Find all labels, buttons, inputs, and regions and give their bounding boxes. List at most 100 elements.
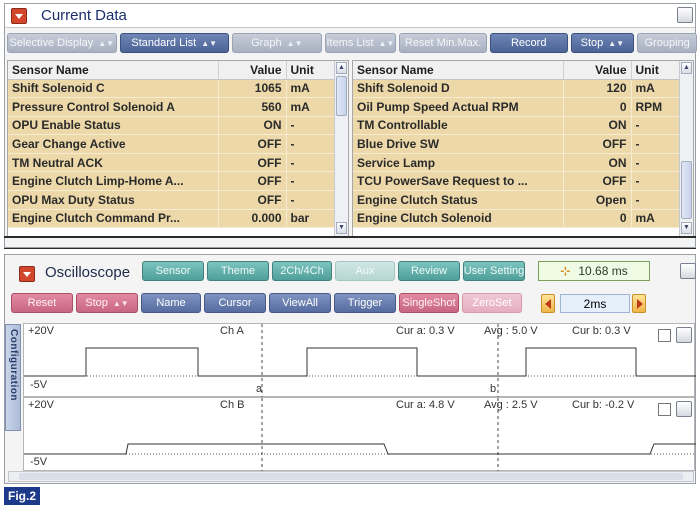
collapse-icon[interactable] [19,266,35,282]
sensor-unit-cell: - [631,116,680,136]
oscilloscope-toolbar-bottom: Reset Stop ▲▼ Name Cursor ViewAll Trigger… [11,293,522,313]
channel-b-trace [24,443,696,455]
sensor-name-cell: Engine Clutch Status [353,190,564,210]
scroll-up-icon[interactable]: ▲ [336,62,347,74]
table-row[interactable]: Gear Change Active OFF - [8,134,335,154]
left-table-scrollbar[interactable]: ▲ ▼ [334,61,348,236]
channel-a-top-label: +20V [28,325,54,337]
right-table-scrollbar[interactable]: ▲ ▼ [679,61,693,236]
sensor-value-cell: OFF [563,171,632,192]
sensor-unit-cell: - [286,171,335,192]
scroll-down-icon[interactable]: ▼ [336,222,347,234]
scroll-down-icon[interactable]: ▼ [681,222,692,234]
reset-min-max-button[interactable]: Reset Min.Max. [399,33,487,53]
standard-list-button[interactable]: Standard List ▲▼ [119,33,229,53]
channel-a-expand-icon[interactable] [676,327,692,343]
sensor-name-cell: TCU PowerSave Request to ... [353,171,564,192]
sensor-unit-cell: - [286,153,335,173]
collapse-icon[interactable] [11,7,27,24]
sensor-name-cell: Shift Solenoid C [8,79,219,99]
graph-label: Graph [251,37,282,49]
theme-button[interactable]: Theme [207,261,269,281]
time-decrease-icon[interactable] [541,294,555,313]
single-shot-button[interactable]: SingleShot [399,293,459,313]
name-button[interactable]: Name [141,293,201,313]
sensor-name-cell: OPU Enable Status [8,116,219,136]
sensor-name-header[interactable]: Sensor Name [353,61,564,80]
table-header-row: Sensor Name Value Unit [8,61,335,80]
stop-button[interactable]: Stop ▲▼ [570,33,635,53]
channel-a-trace [24,347,696,377]
view-all-button[interactable]: ViewAll [269,293,331,313]
table-row[interactable]: TM Controllable ON - [353,116,680,136]
sensor-name-header[interactable]: Sensor Name [8,61,219,80]
table-row[interactable]: Engine Clutch Status Open - [353,190,680,210]
sensor-value-cell: Open [563,190,632,210]
channel-b-checkbox[interactable] [658,403,671,416]
items-list-button[interactable]: Items List ▲▼ [324,33,397,53]
table-row[interactable]: Service Lamp ON - [353,153,680,173]
unit-header[interactable]: Unit [286,61,335,80]
configuration-tab[interactable]: Configuration [5,324,21,431]
window-restore-icon[interactable] [680,263,696,279]
cursor-button[interactable]: Cursor [204,293,266,313]
table-row[interactable]: Pressure Control Solenoid A 560 mA [8,97,335,117]
table-row[interactable]: Engine Clutch Command Pr... 0.000 bar [8,209,335,229]
unit-header[interactable]: Unit [631,61,680,80]
sensor-value-cell: 0 [563,97,632,117]
sensor-value-cell: ON [218,116,287,136]
table-row[interactable]: Engine Clutch Limp-Home A... OFF - [8,171,335,192]
record-button[interactable]: Record [489,33,568,53]
value-header[interactable]: Value [563,61,632,80]
table-row[interactable]: OPU Enable Status ON - [8,116,335,136]
selective-display-label: Selective Display [9,37,94,49]
sensor-value-cell: OFF [218,190,287,210]
table-row[interactable]: TM Neutral ACK OFF - [8,153,335,173]
channel-b-bottom-label: -5V [30,456,48,468]
review-button[interactable]: Review [398,261,460,281]
reset-button[interactable]: Reset [11,293,73,313]
scroll-up-icon[interactable]: ▲ [681,62,692,74]
standard-list-label: Standard List [131,37,197,49]
channel-b-expand-icon[interactable] [676,401,692,417]
channel-a-cur-b: Cur b: 0.3 V [572,325,631,337]
scroll-thumb[interactable] [336,76,347,116]
sensor-unit-cell: mA [286,79,335,99]
window-restore-icon[interactable] [677,7,693,23]
oscilloscope-scrollbar[interactable] [8,471,694,482]
table-row[interactable]: Shift Solenoid C 1065 mA [8,79,335,99]
chevron-updown-icon: ▲▼ [286,38,303,48]
scroll-thumb[interactable] [681,161,692,219]
channel-a-plot[interactable]: +20V -5V Ch A Cur a: 0.3 V Avg : 5.0 V C… [23,323,696,398]
channel-mode-button[interactable]: 2Ch/4Ch [272,261,332,281]
sensor-value-cell: OFF [218,134,287,154]
aux-button[interactable]: Aux [335,261,395,281]
channel-a-checkbox[interactable] [658,329,671,342]
sensor-unit-cell: mA [286,97,335,117]
oscilloscope-toolbar-top: Sensor Theme 2Ch/4Ch Aux Review User Set… [142,261,525,281]
graph-button[interactable]: Graph ▲▼ [232,33,322,53]
user-setting-button[interactable]: User Setting [463,261,525,281]
grouping-button[interactable]: Grouping [637,33,697,53]
sensor-value-cell: 0 [563,209,632,229]
cursor-b-marker: b [490,383,497,395]
trigger-button[interactable]: Trigger [334,293,396,313]
sensor-button[interactable]: Sensor [142,261,204,281]
time-increase-icon[interactable] [632,294,646,313]
scope-stop-button[interactable]: Stop ▲▼ [76,293,138,313]
selective-display-button[interactable]: Selective Display ▲▼ [7,33,117,53]
value-header[interactable]: Value [218,61,287,80]
table-row[interactable]: Engine Clutch Solenoid 0 mA [353,209,680,229]
sensor-name-cell: Oil Pump Speed Actual RPM [353,97,564,117]
table-row[interactable]: Oil Pump Speed Actual RPM 0 RPM [353,97,680,117]
channel-b-plot[interactable]: +20V -5V Ch B Cur a: 4.8 V Avg : 2.5 V C… [23,397,696,472]
zero-set-button[interactable]: ZeroSet [462,293,522,313]
scroll-thumb[interactable] [19,473,683,480]
table-row[interactable]: Blue Drive SW OFF - [353,134,680,154]
table-row[interactable]: OPU Max Duty Status OFF - [8,190,335,210]
table-row[interactable]: Shift Solenoid D 120 mA [353,79,680,99]
table-row[interactable]: TCU PowerSave Request to ... OFF - [353,171,680,192]
sensor-unit-cell: - [631,171,680,192]
